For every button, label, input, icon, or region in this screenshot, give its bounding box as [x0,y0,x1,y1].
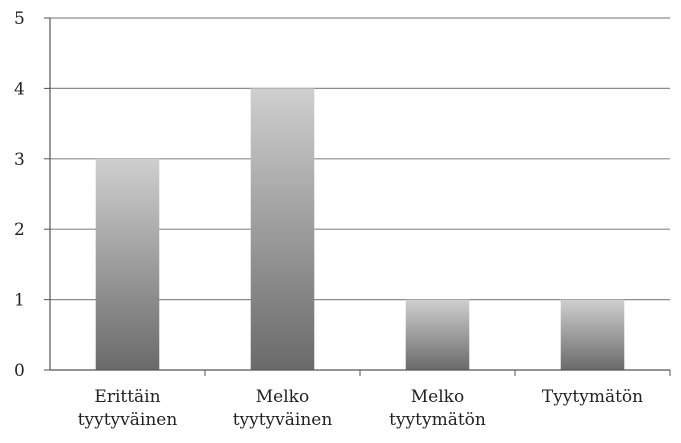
x-tick-label: Tyytymätön [542,387,643,407]
x-tick-label-line: Tyytymätön [542,387,643,407]
y-tick-label: 2 [14,220,25,240]
y-tick-label: 1 [14,291,25,311]
x-tick-label-line: tyytymätön [389,410,486,430]
axes [44,17,671,376]
bar [95,158,160,370]
y-tick-label: 3 [14,150,25,170]
y-tick-label: 5 [14,9,25,29]
bar [405,299,470,370]
x-tick-label-line: tyytyväinen [78,410,178,430]
x-tick-label-line: Melko [411,387,464,407]
bar [250,88,315,371]
bars [95,88,625,371]
x-tick-label-line: Melko [256,387,309,407]
y-tick-label: 4 [14,79,25,99]
x-tick-label-line: Erittäin [94,387,160,407]
x-tick-label: Melko tyytymätön [389,387,486,430]
bar [560,299,625,370]
x-tick-label: Melko tyytyväinen [233,387,333,430]
y-tick-label: 0 [14,361,25,381]
y-tick-labels: 0 1 2 3 4 5 [14,9,25,381]
x-tick-label-line: tyytyväinen [233,410,333,430]
x-tick-label: Erittäin tyytyväinen [78,387,178,430]
